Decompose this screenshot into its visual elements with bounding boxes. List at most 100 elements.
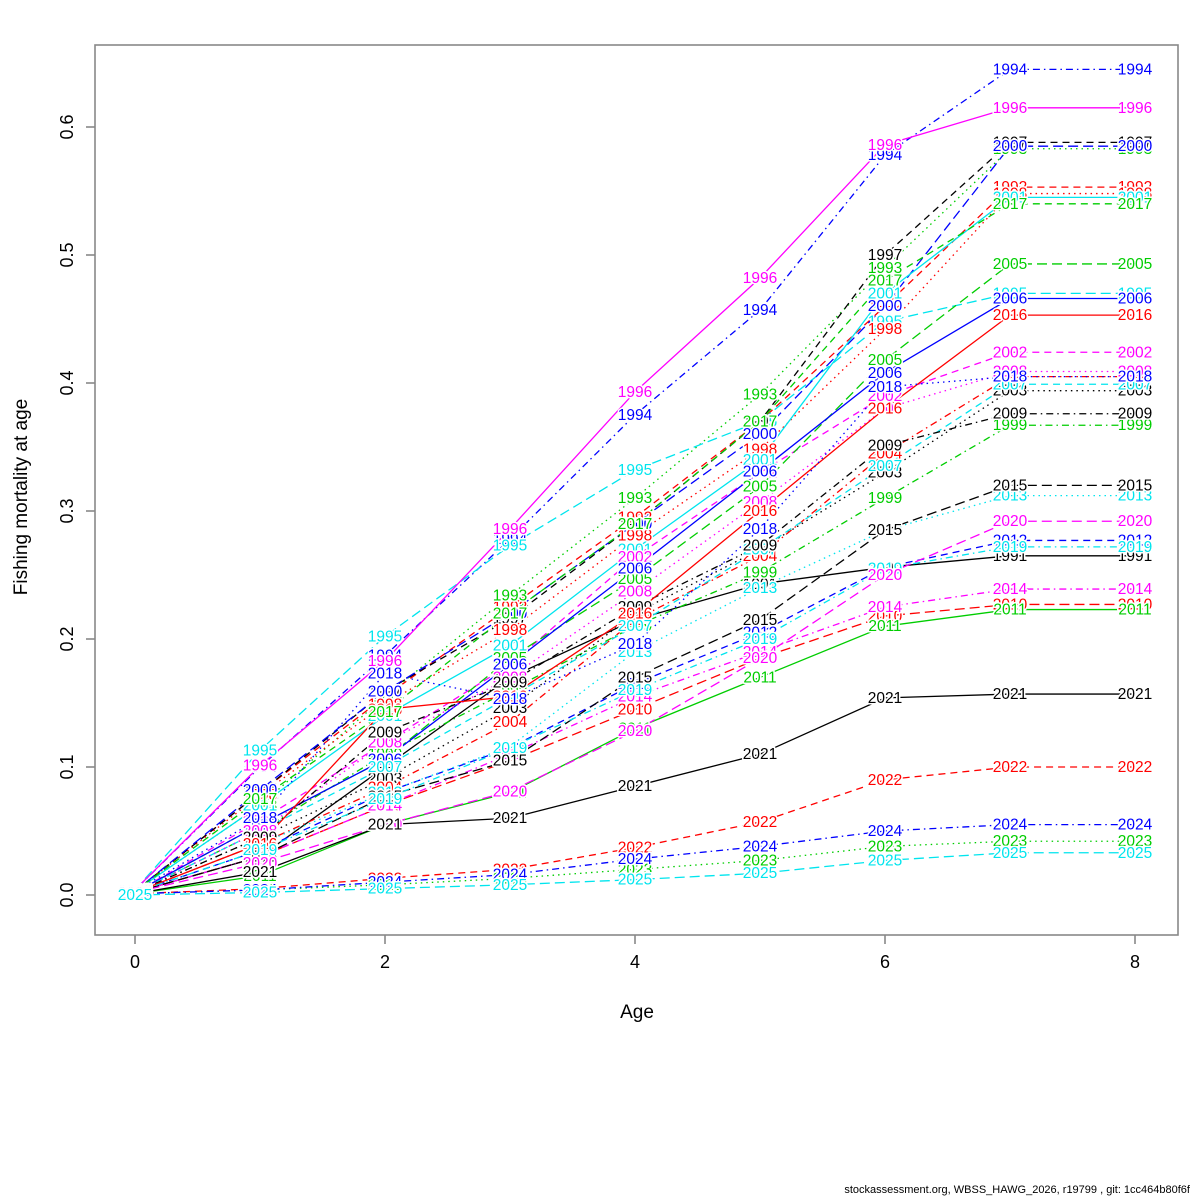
point-label-1993-age2: 1993 [368, 689, 402, 706]
point-label-1992-age5: 1992 [743, 413, 777, 430]
point-label-1997-age8: 1997 [1118, 134, 1152, 151]
point-label-1997-age5: 1997 [743, 413, 777, 430]
point-label-2011-age4: 2011 [618, 721, 651, 738]
point-label-1995-age4: 1995 [618, 462, 652, 479]
point-label-2008-age7: 2008 [993, 363, 1027, 380]
point-label-2014-age5: 2014 [743, 644, 778, 661]
point-label-1995-age3: 1995 [493, 538, 527, 555]
point-label-2020-age4: 2020 [618, 723, 653, 740]
point-label-2017-age7: 2017 [993, 196, 1027, 213]
point-label-2024-age0: 2024 [118, 886, 153, 903]
point-label-2018-age1: 2018 [243, 810, 277, 827]
point-label-2009-age2: 2009 [368, 724, 402, 741]
series-line-2016 [134, 314, 1135, 894]
point-label-1995-age1: 1995 [243, 742, 277, 759]
point-label-2024-age1: 2024 [243, 882, 278, 899]
point-label-2022-age0: 2022 [118, 886, 152, 903]
point-label-1992-age3: 1992 [493, 599, 527, 616]
point-label-1995-age7: 1995 [993, 285, 1027, 302]
series-line-2009 [134, 413, 1135, 894]
point-label-1999-age4: 1999 [618, 618, 652, 635]
point-label-1991-age1: 1991 [243, 849, 277, 866]
point-label-1993-age5: 1993 [743, 387, 777, 404]
point-label-2022-age6: 2022 [868, 772, 902, 789]
series-line-2007 [134, 383, 1135, 894]
point-label-2012-age0: 2012 [118, 884, 152, 901]
point-label-2012-age6: 2012 [868, 559, 902, 576]
point-label-1996-age1: 1996 [243, 758, 277, 775]
point-label-2012-age2: 2012 [368, 785, 402, 802]
point-label-2011-age7: 2011 [993, 602, 1026, 619]
point-label-2005-age0: 2005 [118, 884, 152, 901]
point-label-1992-age1: 1992 [243, 785, 277, 802]
point-label-2008-age4: 2008 [618, 584, 652, 601]
point-label-2006-age8: 2006 [1118, 291, 1152, 308]
point-label-2013-age0: 2013 [118, 884, 152, 901]
point-label-2002-age8: 2002 [1118, 344, 1152, 361]
point-label-2016-age4: 2016 [618, 605, 652, 622]
point-label-2008-age0: 2008 [118, 884, 152, 901]
point-label-1994-age4: 1994 [618, 407, 653, 424]
point-label-1998-age5: 1998 [743, 442, 777, 459]
point-label-2016-age1: 2016 [243, 836, 277, 853]
point-label-2024-age8: 2024 [1118, 817, 1153, 834]
point-label-1999-age1: 1999 [243, 823, 277, 840]
point-label-2009-age4: 2009 [618, 599, 652, 616]
point-label-2000-age2: 2000 [368, 683, 403, 700]
series-line-1994 [134, 68, 1135, 891]
point-label-2023-age7: 2023 [993, 833, 1027, 850]
series-line-2023 [134, 840, 1135, 895]
point-label-1994-age0: 1994 [118, 882, 153, 899]
point-label-2003-age6: 2003 [868, 465, 902, 482]
point-label-1995-age5: 1995 [743, 413, 777, 430]
point-label-2013-age5: 2013 [743, 580, 777, 597]
point-label-2012-age4: 2012 [618, 676, 652, 693]
y-tick-label: 0.4 [57, 370, 77, 395]
point-label-1996-age5: 1996 [743, 270, 777, 287]
point-label-1994-age8: 1994 [1118, 61, 1153, 78]
point-label-2006-age5: 2006 [743, 463, 777, 480]
point-label-2015-age8: 2015 [1118, 477, 1152, 494]
point-label-1999-age2: 1999 [368, 746, 402, 763]
point-label-1993-age4: 1993 [618, 490, 652, 507]
point-label-2020-age0: 2020 [118, 884, 153, 901]
point-label-2024-age2: 2024 [368, 874, 403, 891]
point-label-2019-age0: 2019 [118, 884, 152, 901]
point-label-1999-age5: 1999 [743, 564, 777, 581]
point-label-2018-age6: 2018 [868, 379, 902, 396]
point-label-2002-age6: 2002 [868, 388, 902, 405]
point-label-2002-age5: 2002 [743, 465, 777, 482]
point-label-2016-age0: 2016 [118, 884, 152, 901]
point-label-2018-age0: 2018 [118, 883, 152, 900]
point-label-1996-age6: 1996 [868, 137, 902, 154]
point-label-2021-age1: 2021 [243, 864, 277, 881]
point-label-2000-age7: 2000 [993, 138, 1028, 155]
point-label-2020-age8: 2020 [1118, 513, 1153, 530]
point-label-2025-age3: 2025 [493, 877, 527, 894]
point-label-2016-age3: 2016 [493, 689, 527, 706]
point-label-2007-age6: 2007 [868, 458, 902, 475]
point-label-2008-age5: 2008 [743, 494, 777, 511]
plot-box [94, 44, 1179, 936]
point-label-2022-age3: 2022 [493, 861, 527, 878]
point-label-1991-age7: 1991 [993, 548, 1027, 565]
series-line-1992 [134, 186, 1135, 892]
point-label-1994-age7: 1994 [993, 61, 1028, 78]
point-label-1996-age8: 1996 [1118, 100, 1152, 117]
point-label-1998-age0: 1998 [118, 883, 152, 900]
point-label-2023-age8: 2023 [1118, 833, 1152, 850]
point-label-1997-age0: 1997 [118, 883, 152, 900]
point-label-2025-age4: 2025 [618, 872, 652, 889]
point-label-2003-age1: 2003 [243, 829, 277, 846]
point-label-1999-age7: 1999 [993, 417, 1027, 434]
point-label-2005-age7: 2005 [993, 256, 1027, 273]
point-label-2006-age2: 2006 [368, 751, 402, 768]
point-label-2021-age4: 2021 [618, 778, 652, 795]
point-label-2015-age2: 2015 [368, 788, 402, 805]
point-label-2013-age2: 2013 [368, 785, 402, 802]
point-label-2016-age6: 2016 [868, 401, 902, 418]
point-label-2003-age7: 2003 [993, 383, 1027, 400]
point-label-2001-age8: 2001 [1118, 189, 1152, 206]
point-label-2004-age6: 2004 [868, 445, 903, 462]
